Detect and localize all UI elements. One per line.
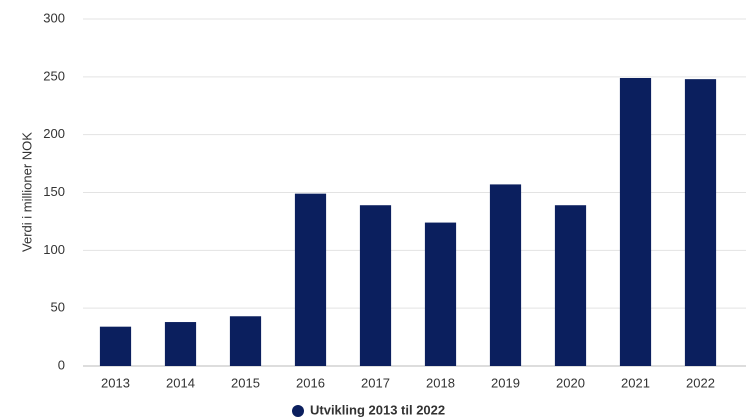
bar xyxy=(619,77,652,367)
x-tick-label: 2017 xyxy=(361,375,390,390)
bar xyxy=(489,184,522,366)
y-tick-label: 0 xyxy=(58,357,65,372)
bar xyxy=(684,79,717,366)
legend-marker xyxy=(292,405,304,417)
bar xyxy=(554,205,587,366)
bar xyxy=(294,193,327,366)
bar xyxy=(359,205,392,366)
x-tick-label: 2013 xyxy=(101,375,130,390)
bar xyxy=(99,326,132,366)
y-tick-label: 150 xyxy=(43,184,65,199)
x-tick-label: 2015 xyxy=(231,375,260,390)
y-tick-label: 250 xyxy=(43,68,65,83)
y-tick-label: 50 xyxy=(51,300,65,315)
x-tick-label: 2016 xyxy=(296,375,325,390)
y-tick-label: 300 xyxy=(43,10,65,25)
x-tick-label: 2021 xyxy=(621,375,650,390)
y-tick-label: 200 xyxy=(43,126,65,141)
legend-label: Utvikling 2013 til 2022 xyxy=(310,402,445,417)
bar xyxy=(164,322,197,366)
x-tick-label: 2018 xyxy=(426,375,455,390)
bar xyxy=(229,316,262,366)
x-tick-label: 2019 xyxy=(491,375,520,390)
y-tick-label: 100 xyxy=(43,242,65,257)
x-tick-label: 2020 xyxy=(556,375,585,390)
bar xyxy=(424,222,457,366)
x-tick-label: 2022 xyxy=(686,375,715,390)
x-tick-label: 2014 xyxy=(166,375,195,390)
y-axis-label: Verdi i millioner NOK xyxy=(19,132,34,252)
